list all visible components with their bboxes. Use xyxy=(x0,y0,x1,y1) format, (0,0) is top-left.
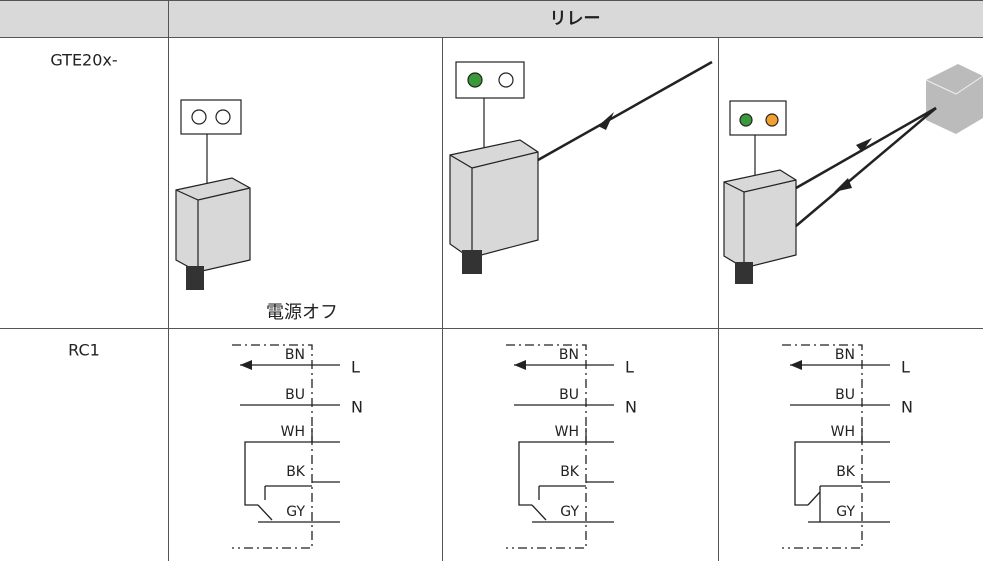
wire-label: BK xyxy=(286,464,306,480)
wire-label: WH xyxy=(831,424,855,440)
sensor-off xyxy=(175,99,251,290)
row-label: GTE20x- xyxy=(50,51,117,70)
terminal-label: L xyxy=(351,358,360,377)
terminal-label: L xyxy=(901,358,910,377)
wire-label: BU xyxy=(285,387,305,403)
wire-label: GY xyxy=(560,504,579,520)
wire-label: BN xyxy=(285,347,305,363)
sensor-reflect xyxy=(723,64,983,284)
row-label: RC1 xyxy=(68,341,100,360)
wire-label: BN xyxy=(559,347,579,363)
arrow xyxy=(514,360,526,370)
terminal-label: N xyxy=(351,398,363,417)
arrow xyxy=(240,360,252,370)
caption: 電源オフ xyxy=(266,302,338,323)
switch-loop xyxy=(794,441,808,506)
switch-contact xyxy=(257,485,312,521)
arrow xyxy=(790,360,802,370)
switch-contact xyxy=(807,485,862,522)
terminal-label: N xyxy=(625,398,637,417)
housing-outline xyxy=(506,344,587,549)
wire-label: WH xyxy=(281,424,305,440)
wire-label: BN xyxy=(835,347,855,363)
terminal-label: N xyxy=(901,398,913,417)
wire-label: BK xyxy=(560,464,580,480)
header-row xyxy=(0,0,983,37)
sensor-emit xyxy=(449,60,713,274)
wire-label: GY xyxy=(286,504,305,520)
wire-label: GY xyxy=(836,504,855,520)
switch-contact xyxy=(531,485,586,521)
wire-label: BK xyxy=(836,464,856,480)
housing-outline xyxy=(782,344,863,549)
header-title: リレー xyxy=(550,9,601,29)
wire-label: BU xyxy=(559,387,579,403)
switch-loop xyxy=(244,441,258,506)
terminal-label: L xyxy=(625,358,634,377)
switch-loop xyxy=(518,441,532,506)
wire-label: BU xyxy=(835,387,855,403)
housing-outline xyxy=(232,344,313,549)
wire-label: WH xyxy=(555,424,579,440)
